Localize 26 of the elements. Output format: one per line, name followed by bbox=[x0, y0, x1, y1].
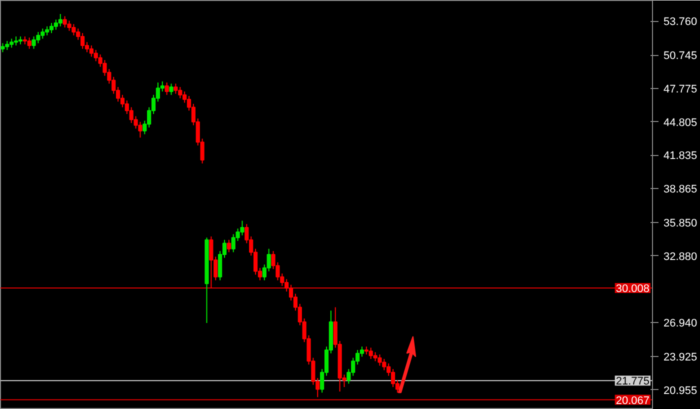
y-tick-label: 53.760 bbox=[664, 16, 698, 28]
y-tick-label: 38.865 bbox=[664, 184, 698, 196]
y-tick-label: 44.805 bbox=[664, 116, 698, 129]
candlestick bbox=[174, 83, 178, 94]
y-tick-label: 23.925 bbox=[664, 351, 698, 364]
candlestick bbox=[209, 236, 214, 289]
candlestick bbox=[58, 13, 62, 27]
candlestick bbox=[27, 37, 32, 50]
y-tick-label: 32.880 bbox=[664, 250, 698, 263]
candlestick bbox=[120, 94, 125, 108]
candlestick bbox=[360, 346, 364, 358]
y-tick-label: 50.745 bbox=[664, 50, 698, 62]
candlestick bbox=[169, 83, 174, 96]
candlestick bbox=[67, 20, 72, 32]
ref-line-label: 21.775 bbox=[616, 376, 650, 388]
candlestick bbox=[390, 368, 396, 388]
ref-line-label: 20.067 bbox=[616, 394, 650, 407]
candlestick bbox=[49, 22, 54, 34]
y-tick-label: 20.955 bbox=[664, 384, 698, 397]
y-tick-label: 47.775 bbox=[664, 83, 698, 96]
candlestick bbox=[226, 239, 231, 253]
candlestick bbox=[164, 82, 169, 96]
y-tick-label: 41.835 bbox=[664, 150, 698, 162]
y-tick-label: 26.940 bbox=[664, 318, 698, 330]
ref-line-label: 30.008 bbox=[616, 283, 650, 296]
y-tick-label: 35.850 bbox=[664, 217, 698, 230]
